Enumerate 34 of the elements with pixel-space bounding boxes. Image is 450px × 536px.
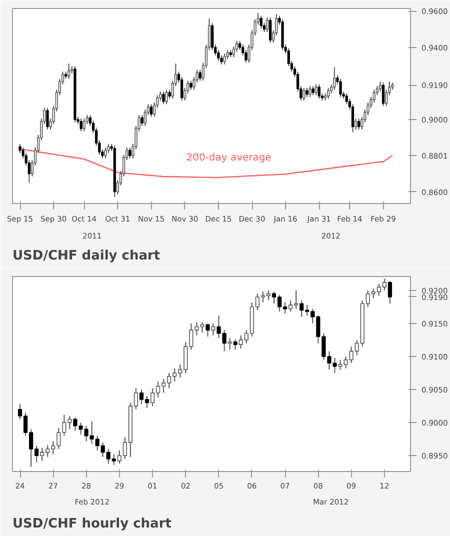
- candlestick: [140, 114, 144, 126]
- candlestick: [211, 322, 216, 336]
- candlestick: [312, 86, 314, 96]
- candlestick: [128, 147, 132, 159]
- candlestick: [150, 104, 153, 118]
- candlestick: [198, 69, 202, 82]
- candlestick: [306, 87, 308, 98]
- text: USD/CHF daily chart: [12, 248, 160, 264]
- candlestick: [80, 118, 82, 132]
- candlestick: [382, 82, 385, 106]
- candlestick: [68, 63, 70, 80]
- candlestick: [358, 118, 360, 130]
- candlestick: [354, 118, 358, 130]
- candlestick: [339, 78, 342, 98]
- series-label: 200-day average: [186, 152, 272, 164]
- candlestick: [104, 147, 107, 159]
- candlestick: [223, 53, 226, 65]
- text: USD/CHF hourly chart: [12, 516, 172, 532]
- candlestick: [162, 91, 165, 105]
- candlestick: [314, 84, 318, 96]
- candlestick: [302, 87, 306, 102]
- candlestick: [82, 118, 86, 132]
- candlestick: [260, 15, 262, 29]
- candlestick: [190, 80, 192, 90]
- candlestick: [46, 107, 49, 130]
- candlestick: [333, 66, 336, 90]
- candlestick: [318, 84, 320, 100]
- candlestick: [266, 17, 269, 32]
- candlestick: [228, 337, 232, 350]
- candlestick: [378, 81, 382, 92]
- candlestick: [327, 87, 330, 100]
- candlestick: [269, 17, 272, 44]
- candlestick: [308, 86, 312, 98]
- candlestick: [165, 89, 168, 105]
